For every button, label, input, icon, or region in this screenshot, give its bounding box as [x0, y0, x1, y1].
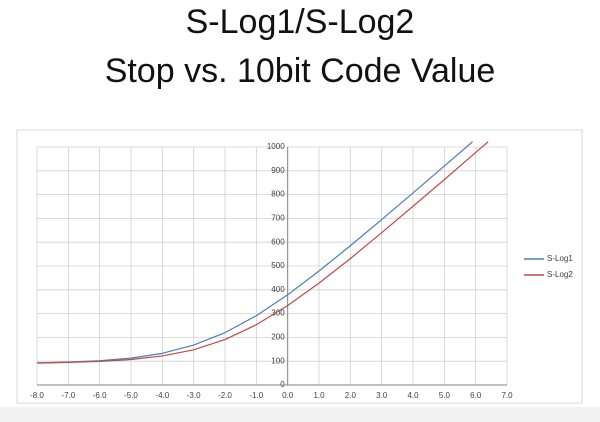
x-tick-label: -1.0	[249, 391, 263, 400]
chart-frame	[16, 129, 583, 404]
series-line	[36, 141, 489, 364]
plot: 01002003004005006007008009001000-8.0-7.0…	[30, 141, 573, 400]
y-tick-label: 300	[271, 309, 285, 318]
x-tick-label: 2.0	[345, 391, 357, 400]
y-tick-label: 500	[271, 261, 285, 270]
x-tick-label: 7.0	[501, 391, 513, 400]
x-tick-label: 1.0	[313, 391, 325, 400]
y-tick-label: 700	[271, 214, 285, 223]
y-tick-label: 900	[271, 166, 285, 175]
x-tick-label: -3.0	[187, 391, 201, 400]
chart-title: S-Log1/S-Log2	[186, 3, 415, 41]
x-tick-label: -7.0	[61, 391, 75, 400]
y-tick-label: 200	[271, 333, 285, 342]
y-tick-label: 100	[271, 356, 285, 365]
x-tick-label: -8.0	[30, 391, 44, 400]
x-tick-label: 0.0	[282, 391, 294, 400]
y-tick-label: 600	[271, 237, 285, 246]
y-tick-label: 400	[271, 285, 285, 294]
x-tick-label: -4.0	[155, 391, 169, 400]
footer-band	[0, 407, 600, 422]
x-tick-label: -2.0	[218, 391, 232, 400]
y-tick-label: 1000	[267, 142, 285, 151]
legend-label: S-Log2	[547, 270, 573, 279]
x-tick-label: 3.0	[376, 391, 388, 400]
x-tick-label: 6.0	[470, 391, 482, 400]
series-line	[36, 141, 473, 364]
chart-subtitle: Stop vs. 10bit Code Value	[105, 52, 496, 90]
x-tick-label: 4.0	[407, 391, 419, 400]
legend-label: S-Log1	[547, 254, 573, 263]
x-tick-label: 5.0	[439, 391, 451, 400]
y-tick-label: 800	[271, 190, 285, 199]
x-tick-label: -6.0	[93, 391, 107, 400]
x-tick-label: -5.0	[124, 391, 138, 400]
